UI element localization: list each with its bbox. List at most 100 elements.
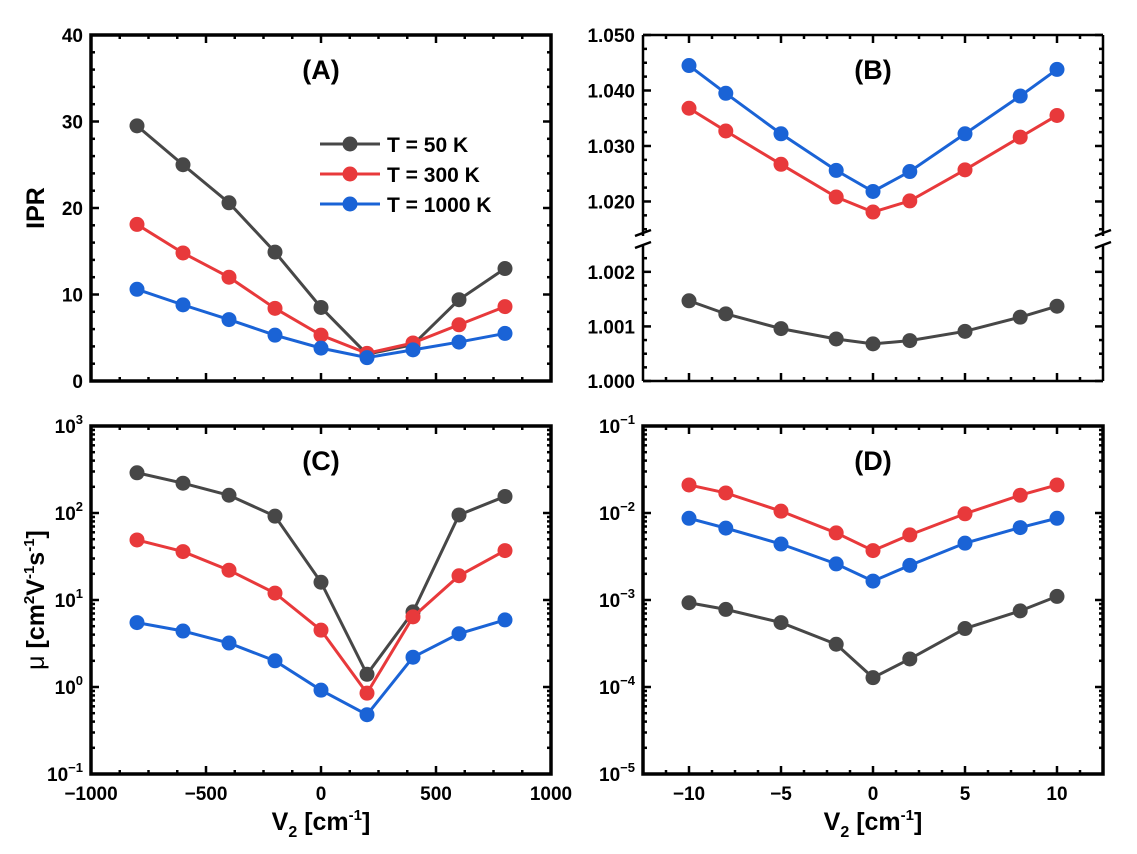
data-point — [497, 299, 513, 315]
y-tick-label: 1.040 — [587, 81, 635, 102]
x-axis-title-d-sub: 2 — [840, 824, 849, 841]
axis-break-mark — [1094, 228, 1112, 238]
data-point — [1012, 487, 1028, 503]
y-axis-title-a: IPR — [22, 187, 50, 229]
data-point — [681, 477, 697, 493]
data-point — [957, 162, 973, 178]
data-point — [957, 535, 973, 551]
y-tick-label: 103 — [55, 412, 83, 438]
legend-marker — [342, 196, 358, 212]
data-point — [313, 574, 329, 590]
series-t300k-d — [681, 477, 1065, 559]
series-t50k-d — [681, 588, 1065, 686]
x-axis-title-d-close: ] — [914, 808, 922, 836]
x-tick-label: −10 — [673, 784, 705, 805]
y-axis-title-c-mid2: s — [22, 552, 50, 566]
x-tick-label: 0 — [868, 784, 879, 805]
y-tick-label-base: 10 — [599, 678, 620, 699]
series-t300k-c — [129, 532, 513, 701]
data-point — [451, 317, 467, 333]
data-point — [313, 340, 329, 356]
y-tick-label: 20 — [62, 199, 83, 220]
y-tick-label-base: 10 — [55, 417, 76, 438]
data-point — [267, 327, 283, 343]
axis-break-mark — [1094, 240, 1112, 250]
data-point — [405, 649, 421, 665]
data-point — [497, 488, 513, 504]
legend-label: T = 1000 K — [387, 194, 491, 217]
series-t300k-a — [129, 216, 513, 361]
x-axis-title-c-open: [cm — [297, 808, 348, 836]
data-point — [1049, 510, 1065, 526]
data-point — [1049, 477, 1065, 493]
data-point — [773, 321, 789, 337]
y-tick-label: 1.030 — [587, 137, 635, 158]
y-axis-title-c-mu: μ — [22, 655, 50, 669]
legend-marker — [342, 136, 358, 152]
y-tick-label-base: 10 — [55, 678, 76, 699]
legend-marker — [342, 166, 358, 182]
y-axis-title-c-mid1: V — [22, 579, 50, 596]
data-point — [718, 306, 734, 322]
x-axis-title-d-v: V — [824, 808, 841, 836]
data-point — [221, 195, 237, 211]
data-point — [865, 204, 881, 220]
series-t1000k-c — [129, 612, 513, 723]
data-point — [718, 123, 734, 139]
data-point — [681, 100, 697, 116]
data-point — [405, 342, 421, 358]
data-point — [828, 162, 844, 178]
y-tick-label-exponent: −2 — [620, 499, 635, 514]
data-point — [773, 615, 789, 631]
data-point — [865, 183, 881, 199]
panel-a: 0 10 20 30 40 (A) T = 50 K T = 300 K T = 1000 K — [62, 26, 553, 393]
legend-label: T = 50 K — [387, 134, 468, 157]
data-point — [359, 685, 375, 701]
y-tick-label: 102 — [55, 499, 83, 525]
y-axis-title-c-open: [cm — [22, 604, 50, 655]
data-point — [865, 670, 881, 686]
x-axis-title-d-open: [cm — [849, 808, 900, 836]
y-tick-label: 10−1 — [599, 412, 635, 438]
y-tick-label-base: 10 — [599, 504, 620, 525]
data-point — [175, 157, 191, 173]
y-tick-label: 10−1 — [47, 760, 83, 786]
data-point — [1049, 588, 1065, 604]
data-point — [957, 506, 973, 522]
legend-label: T = 300 K — [387, 164, 480, 187]
data-point — [1012, 88, 1028, 104]
y-axis-title-c-sup2: -1 — [21, 566, 38, 579]
y-tick-label: 0 — [72, 372, 83, 393]
data-point — [175, 245, 191, 261]
y-tick-label: 30 — [62, 113, 83, 134]
data-point — [497, 261, 513, 277]
x-tick-label: −5 — [770, 784, 792, 805]
data-point — [957, 126, 973, 142]
data-point — [681, 293, 697, 309]
data-point — [129, 281, 145, 297]
data-point — [359, 707, 375, 723]
panel-label-c: (C) — [302, 446, 339, 476]
data-point — [1012, 520, 1028, 536]
y-tick-label-base: 10 — [47, 765, 68, 786]
data-point — [313, 682, 329, 698]
data-point — [175, 623, 191, 639]
data-point — [957, 621, 973, 637]
data-point — [957, 323, 973, 339]
y-tick-label-exponent: −4 — [620, 673, 636, 688]
data-point — [773, 503, 789, 519]
y-tick-label: 1.002 — [587, 263, 635, 284]
data-point — [359, 666, 375, 682]
panel-label-d: (D) — [854, 446, 891, 476]
data-point — [902, 527, 918, 543]
y-tick-label: 1.020 — [587, 192, 635, 213]
y-tick-label-base: 10 — [599, 591, 620, 612]
series-t50k-b — [681, 293, 1065, 352]
data-point — [129, 216, 145, 232]
panel-label-b: (B) — [854, 55, 891, 85]
y-tick-label-exponent: 2 — [76, 499, 83, 514]
x-axis-title-c-sup: -1 — [349, 807, 362, 824]
